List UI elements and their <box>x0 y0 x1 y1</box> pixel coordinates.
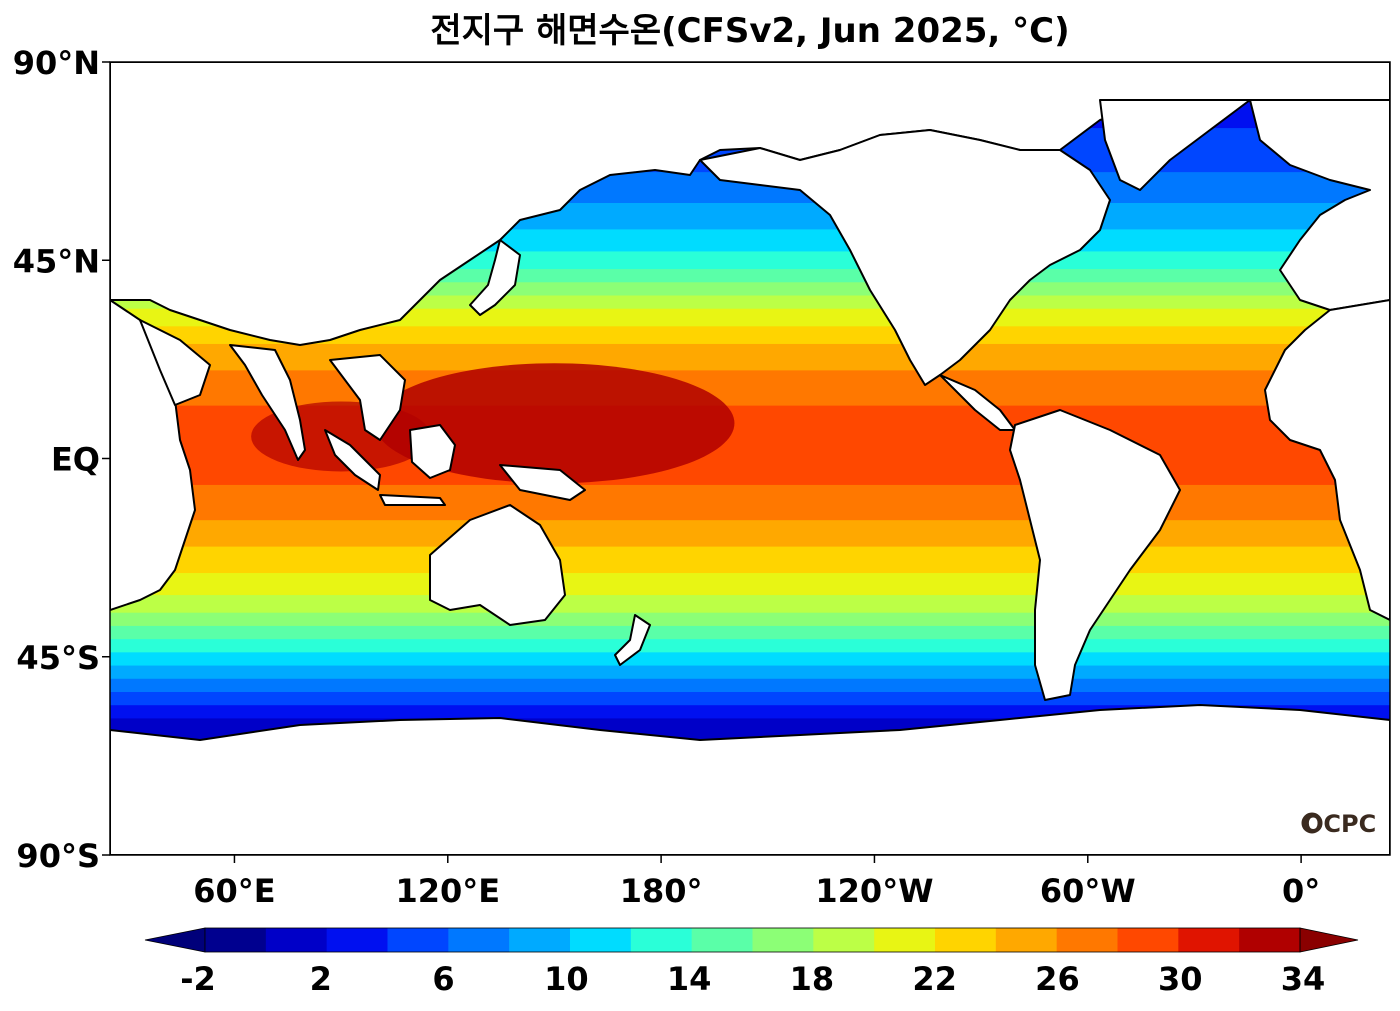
colorbar-segment <box>874 928 936 952</box>
colorbar-segment <box>570 928 632 952</box>
colorbar-tick-label: 22 <box>912 960 957 998</box>
sst-band <box>110 665 1390 680</box>
sst-band <box>110 678 1390 693</box>
lat-tick-label: 90°S <box>16 837 100 875</box>
land-africa-west <box>1264 299 1390 621</box>
colorbar-segment <box>326 928 388 952</box>
colorbar-segment <box>1117 928 1179 952</box>
land-south-america <box>1009 409 1181 701</box>
sst-band <box>110 639 1390 653</box>
sst-band <box>110 520 1390 548</box>
colorbar-under-extension <box>144 927 206 953</box>
sst-band <box>110 612 1390 627</box>
colorbar-tick-label: 18 <box>790 960 835 998</box>
lat-tick-label: 45°N <box>13 242 100 280</box>
colorbar-segment <box>205 928 267 952</box>
colorbar-over-extension <box>1299 927 1359 953</box>
colorbar-tick-label: 30 <box>1158 960 1203 998</box>
colorbar-segment <box>995 928 1058 952</box>
colorbar <box>144 927 1359 953</box>
land-india <box>229 344 306 461</box>
warm-pool <box>374 363 735 484</box>
lat-tick-label: EQ <box>51 441 100 479</box>
sst-band <box>110 295 1390 310</box>
colorbar-segment <box>265 928 328 952</box>
lat-tick-label: 90°N <box>13 44 100 82</box>
colorbar-tick-label: -2 <box>180 960 216 998</box>
land-australia <box>429 504 566 626</box>
sst-band <box>110 595 1390 614</box>
colorbar-ticks: -2 2 6 10 14 18 22 26 30 34 <box>180 960 1325 998</box>
sst-band <box>110 625 1390 640</box>
sst-band <box>110 308 1390 327</box>
longitude-axis: 60°E 120°E 180° 120°W 60°W 0° <box>193 855 1320 910</box>
colorbar-segment <box>1056 928 1118 952</box>
colorbar-tick-label: 10 <box>544 960 589 998</box>
colorbar-segment <box>935 928 997 952</box>
colorbar-segment <box>630 928 693 952</box>
land-antarctica <box>110 704 1390 855</box>
lon-tick-label: 60°E <box>193 872 275 910</box>
land-japan <box>469 239 521 316</box>
land-north-america <box>699 129 1111 386</box>
lon-tick-label: 0° <box>1282 872 1320 910</box>
colorbar-tick-label: 6 <box>432 960 454 998</box>
sst-band <box>110 343 1390 371</box>
ocpc-logo: OCPC <box>1301 810 1376 838</box>
colorbar-tick-label: 2 <box>310 960 332 998</box>
map-plot-area <box>110 62 1390 855</box>
lon-tick-label: 120°W <box>815 872 933 910</box>
colorbar-segment <box>752 928 814 952</box>
sst-band <box>110 370 1390 407</box>
colorbar-segment <box>813 928 875 952</box>
land-greenland <box>1099 99 1251 191</box>
colorbar-tick-label: 34 <box>1281 960 1326 998</box>
colorbar-segment <box>1178 928 1240 952</box>
lon-tick-label: 180° <box>620 872 703 910</box>
lat-tick-label: 45°S <box>16 639 100 677</box>
colorbar-segment <box>509 928 571 952</box>
lon-tick-label: 120°E <box>395 872 500 910</box>
colorbar-segment <box>387 928 449 952</box>
land-indochina <box>329 354 406 441</box>
colorbar-outline <box>204 927 1301 953</box>
land-arabia <box>139 319 211 406</box>
map-title: 전지구 해면수온(CFSv2, Jun 2025, °C) <box>430 11 1069 51</box>
ocpc-logo-mark <box>1301 812 1323 834</box>
land-sumatra <box>324 429 381 491</box>
colorbar-segment <box>1239 928 1301 952</box>
land-java <box>379 494 446 506</box>
sst-band <box>110 691 1390 706</box>
land-borneo <box>409 424 456 479</box>
colorbar-tick-label: 26 <box>1035 960 1080 998</box>
colorbar-segment <box>691 928 753 952</box>
latitude-axis: 90°N 45°N EQ 45°S 90°S <box>13 44 110 875</box>
land-new-zealand <box>614 614 651 666</box>
land-layer <box>110 62 1390 855</box>
lon-tick-label: 60°W <box>1040 872 1136 910</box>
sst-band <box>110 484 1390 521</box>
sst-band <box>110 573 1390 596</box>
sst-band <box>110 546 1390 574</box>
colorbar-tick-label: 14 <box>667 960 712 998</box>
ocpc-logo-text: OCPC <box>1303 810 1376 838</box>
land-new-guinea <box>499 464 586 501</box>
sst-band <box>110 326 1390 345</box>
sst-band <box>110 652 1390 667</box>
colorbar-segment <box>448 928 510 952</box>
